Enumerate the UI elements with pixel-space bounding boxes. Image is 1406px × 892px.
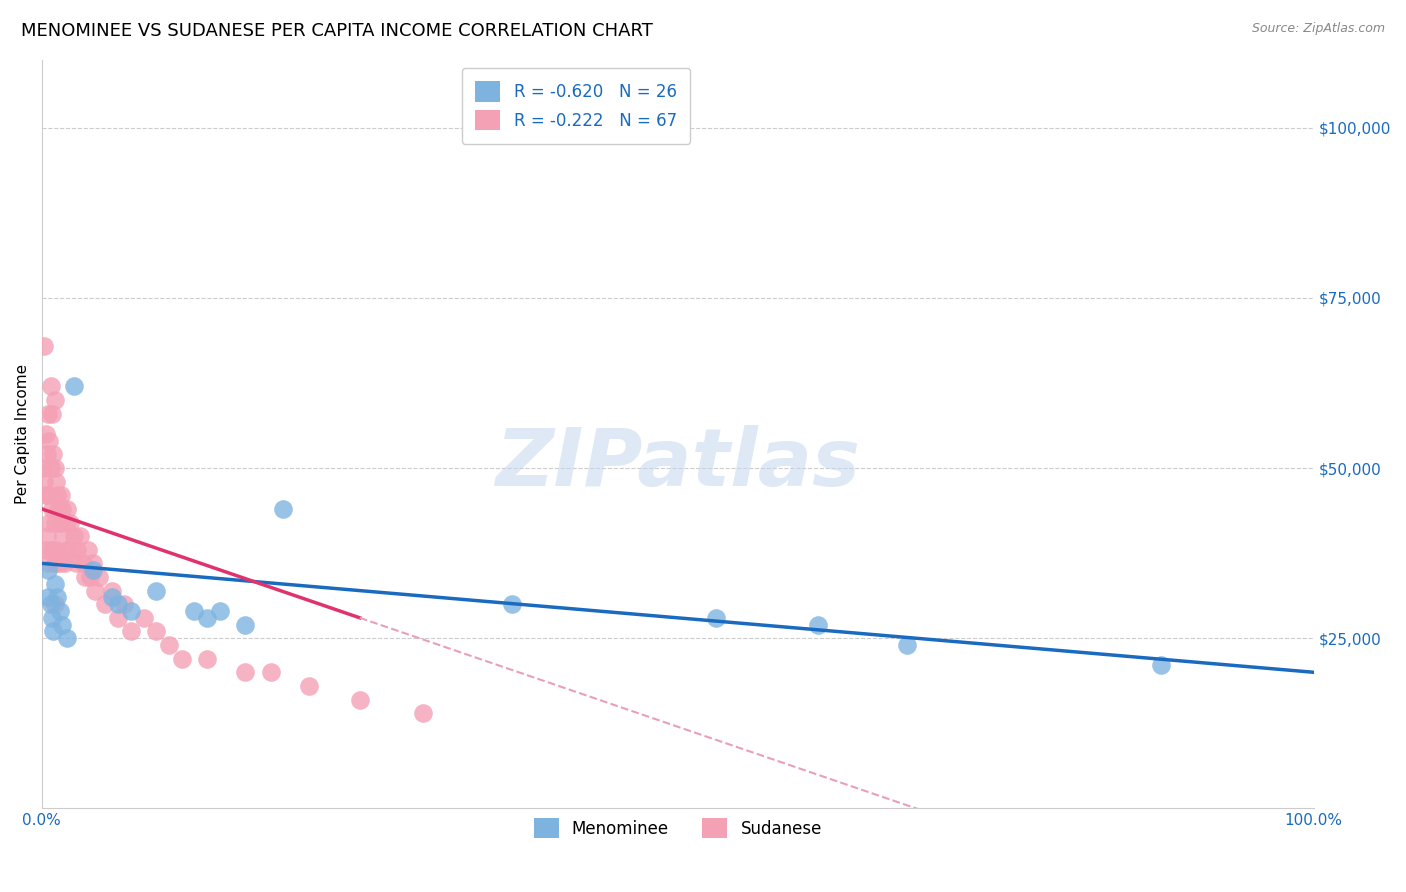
- Point: [48, 604, 70, 618]
- Point: [195, 651, 218, 665]
- Point: [32, 461, 55, 475]
- Point: [807, 617, 830, 632]
- Point: [51, 617, 73, 632]
- Point: [60, 542, 83, 557]
- Point: [42, 542, 65, 557]
- Point: [76, 542, 98, 557]
- Point: [145, 583, 167, 598]
- Point: [44, 392, 66, 407]
- Point: [349, 692, 371, 706]
- Point: [34, 475, 56, 489]
- Point: [49, 488, 72, 502]
- Point: [73, 570, 96, 584]
- Point: [34, 338, 56, 352]
- Y-axis label: Per Capita Income: Per Capita Income: [15, 364, 30, 504]
- Point: [44, 461, 66, 475]
- Point: [107, 597, 129, 611]
- Point: [41, 407, 63, 421]
- Point: [120, 624, 142, 639]
- Point: [56, 502, 79, 516]
- Point: [157, 638, 180, 652]
- Point: [48, 516, 70, 530]
- Point: [55, 516, 77, 530]
- Point: [34, 427, 56, 442]
- Point: [501, 597, 523, 611]
- Point: [44, 516, 66, 530]
- Point: [46, 488, 69, 502]
- Point: [37, 488, 59, 502]
- Point: [114, 597, 136, 611]
- Point: [46, 591, 69, 605]
- Point: [62, 379, 84, 393]
- Point: [72, 557, 94, 571]
- Point: [52, 529, 75, 543]
- Point: [183, 604, 205, 618]
- Point: [208, 604, 231, 618]
- Point: [260, 665, 283, 680]
- Point: [39, 597, 62, 611]
- Point: [896, 638, 918, 652]
- Point: [44, 597, 66, 611]
- Point: [53, 557, 76, 571]
- Legend: Menominee, Sudanese: Menominee, Sudanese: [527, 812, 828, 845]
- Point: [84, 583, 107, 598]
- Point: [107, 611, 129, 625]
- Point: [69, 529, 91, 543]
- Text: ZIPatlas: ZIPatlas: [495, 425, 860, 503]
- Point: [1150, 658, 1173, 673]
- Point: [41, 502, 63, 516]
- Point: [38, 434, 60, 448]
- Point: [132, 611, 155, 625]
- Point: [34, 542, 56, 557]
- Point: [66, 542, 89, 557]
- Point: [46, 502, 69, 516]
- Point: [87, 570, 110, 584]
- Point: [145, 624, 167, 639]
- Point: [37, 591, 59, 605]
- Point: [51, 502, 73, 516]
- Point: [59, 516, 82, 530]
- Point: [79, 570, 101, 584]
- Point: [273, 502, 295, 516]
- Point: [34, 488, 56, 502]
- Point: [82, 563, 104, 577]
- Point: [94, 597, 117, 611]
- Point: [62, 529, 84, 543]
- Point: [37, 557, 59, 571]
- Point: [44, 557, 66, 571]
- Point: [45, 542, 67, 557]
- Text: MENOMINEE VS SUDANESE PER CAPITA INCOME CORRELATION CHART: MENOMINEE VS SUDANESE PER CAPITA INCOME …: [21, 22, 652, 40]
- Point: [195, 611, 218, 625]
- Point: [37, 407, 59, 421]
- Point: [46, 557, 69, 571]
- Point: [170, 651, 193, 665]
- Point: [42, 447, 65, 461]
- Point: [56, 542, 79, 557]
- Point: [56, 632, 79, 646]
- Point: [44, 576, 66, 591]
- Point: [100, 591, 122, 605]
- Point: [65, 557, 87, 571]
- Point: [42, 624, 65, 639]
- Point: [39, 461, 62, 475]
- Point: [49, 557, 72, 571]
- Point: [412, 706, 434, 720]
- Point: [35, 447, 58, 461]
- Point: [704, 611, 727, 625]
- Point: [37, 563, 59, 577]
- Point: [35, 529, 58, 543]
- Text: Source: ZipAtlas.com: Source: ZipAtlas.com: [1251, 22, 1385, 36]
- Point: [39, 542, 62, 557]
- Point: [38, 516, 60, 530]
- Point: [82, 557, 104, 571]
- Point: [100, 583, 122, 598]
- Point: [120, 604, 142, 618]
- Point: [39, 379, 62, 393]
- Point: [233, 665, 256, 680]
- Point: [298, 679, 321, 693]
- Point: [45, 475, 67, 489]
- Point: [233, 617, 256, 632]
- Point: [41, 611, 63, 625]
